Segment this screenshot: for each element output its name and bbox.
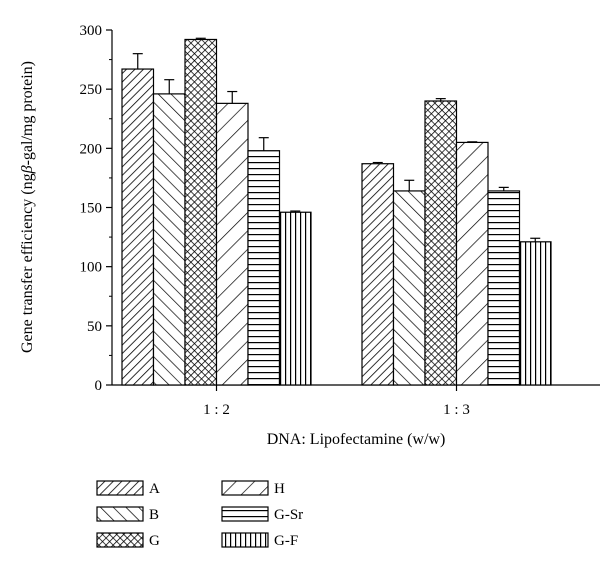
bars — [121, 37, 552, 386]
bar-h-1 — [215, 102, 249, 386]
legend-swatch-b — [96, 506, 144, 522]
legend: ABG H G-Sr G-F — [96, 480, 303, 549]
legend-label: G-F — [274, 533, 298, 549]
x-axis-title: DNA: Lipofectamine (w/w) — [267, 431, 446, 448]
y-axis: 0 50 100 150 200 250 300 — [80, 23, 112, 394]
legend-swatch-g — [96, 532, 144, 548]
legend-swatch-g-f — [221, 532, 269, 548]
y-axis-title: Gene transfer efficiency (ngβ-gal/mg pro… — [19, 61, 36, 353]
bar-a-1 — [121, 68, 155, 386]
legend-label: G-Sr — [274, 507, 303, 523]
legend-label: H — [274, 481, 285, 497]
bar-g-f-2 — [518, 241, 552, 386]
bar-g-1 — [184, 38, 218, 386]
y-tick-label: 150 — [80, 201, 103, 217]
y-tick-label: 300 — [80, 23, 103, 39]
y-tick-label: 200 — [80, 141, 103, 157]
legend-swatch-g-sr — [221, 506, 269, 522]
legend-label: G — [149, 533, 160, 549]
legend-label: A — [149, 481, 160, 497]
legend-label: B — [149, 507, 159, 523]
y-tick-label: 100 — [80, 260, 103, 276]
legend-swatch-h — [221, 480, 269, 496]
bar-g-sr-1 — [247, 150, 281, 386]
bar-g-f-1 — [278, 211, 312, 386]
y-tick-label: 0 — [95, 378, 103, 394]
y-tick-label: 50 — [87, 319, 102, 335]
bar-g-2 — [424, 100, 458, 386]
bar-g-sr-2 — [487, 190, 521, 386]
x-tick-label: 1 : 3 — [443, 402, 470, 418]
x-axis: 1 : 2 1 : 3 — [203, 385, 470, 418]
bar-b-2 — [392, 190, 426, 386]
bar-h-2 — [455, 141, 489, 386]
x-tick-label: 1 : 2 — [203, 402, 230, 418]
bar-a-2 — [361, 163, 395, 386]
y-tick-label: 250 — [80, 82, 103, 98]
legend-swatch-a — [96, 480, 144, 496]
bar-b-1 — [152, 93, 186, 386]
